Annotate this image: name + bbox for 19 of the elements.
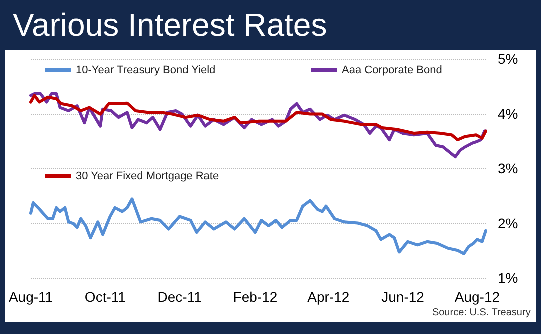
x-tick-label: Dec-11 xyxy=(158,289,202,305)
source-note: Source: U.S. Treasury xyxy=(432,308,531,318)
y-tick-label: 3% xyxy=(498,160,518,176)
x-tick-label: Oct-11 xyxy=(84,289,126,305)
legend-label: Aaa Corporate Bond xyxy=(342,64,442,76)
line-series xyxy=(30,94,488,142)
chart-title: Various Interest Rates xyxy=(13,7,328,43)
y-tick-label: 1% xyxy=(498,270,518,286)
x-tick-label: Apr-12 xyxy=(308,289,350,305)
x-tick-label: Aug-12 xyxy=(454,289,500,305)
x-tick-label: Jun-12 xyxy=(382,289,425,305)
y-tick-label: 2% xyxy=(498,215,518,232)
y-tick-label: 5% xyxy=(498,51,518,67)
line-series xyxy=(30,198,488,256)
y-tick-label: 4% xyxy=(498,106,518,122)
x-tick-label: Feb-12 xyxy=(233,289,278,305)
legend-label: 10-Year Treasury Bond Yield xyxy=(76,64,216,76)
legend-label: 30 Year Fixed Mortgage Rate xyxy=(76,170,220,182)
x-tick-label: Aug-11 xyxy=(8,289,54,305)
